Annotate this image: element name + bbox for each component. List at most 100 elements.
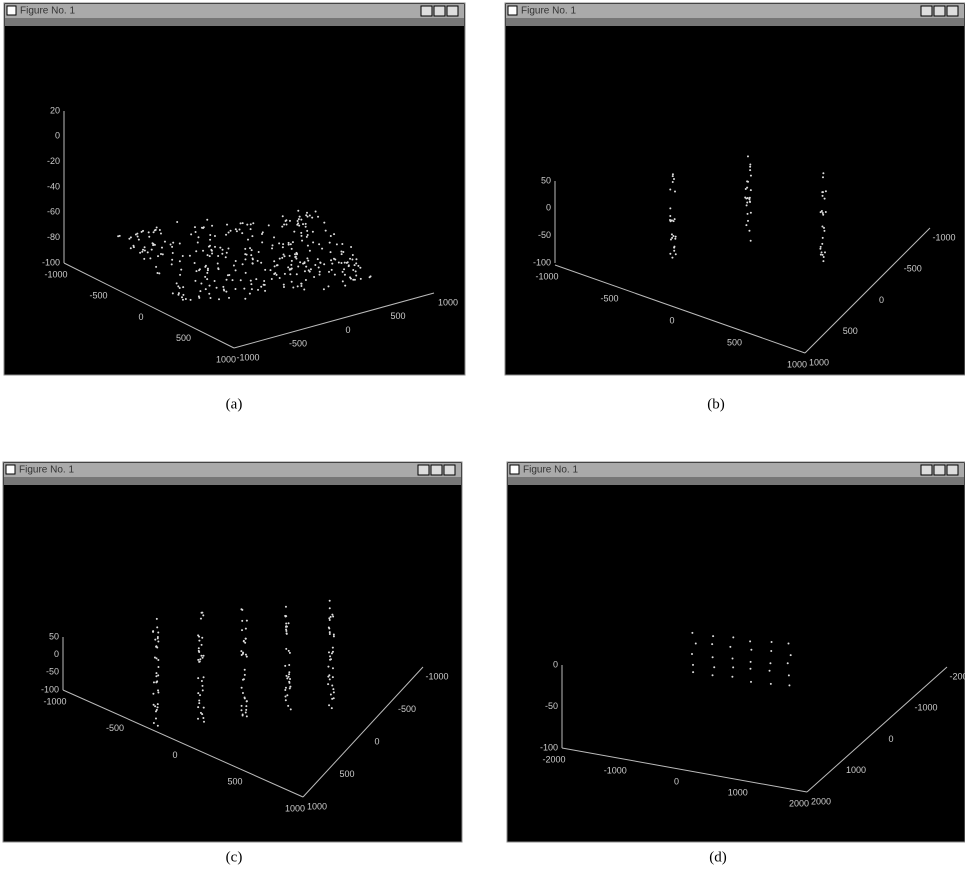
point — [284, 686, 287, 689]
point — [299, 261, 302, 264]
maximize-button[interactable] — [933, 464, 946, 476]
z-tick-label: 50 — [49, 631, 59, 641]
point — [288, 673, 291, 676]
point — [261, 231, 264, 234]
window-title: Figure No. 1 — [20, 6, 75, 17]
point — [176, 221, 179, 224]
point — [228, 296, 231, 299]
point — [290, 280, 293, 283]
point — [309, 268, 312, 271]
point — [318, 273, 321, 276]
point — [180, 268, 183, 271]
point — [671, 256, 674, 259]
close-button[interactable] — [443, 464, 456, 476]
minimize-button[interactable] — [420, 5, 433, 17]
point — [244, 297, 247, 300]
point — [141, 250, 144, 253]
window-title: Figure No. 1 — [19, 465, 74, 476]
point — [711, 674, 714, 677]
point — [132, 246, 135, 249]
maximize-button[interactable] — [433, 5, 446, 17]
point — [328, 617, 331, 620]
minimize-button[interactable] — [417, 464, 430, 476]
point — [201, 611, 204, 614]
point — [330, 652, 333, 655]
point — [731, 657, 734, 660]
point — [198, 660, 201, 663]
point — [197, 634, 200, 637]
x-tick-label: 1000 — [787, 359, 807, 369]
point — [732, 666, 735, 669]
point — [177, 285, 180, 288]
point — [224, 256, 227, 259]
z-tick-label: -20 — [47, 156, 60, 166]
point — [729, 645, 732, 648]
point — [824, 190, 827, 193]
menu-bar — [506, 18, 964, 26]
point — [199, 711, 202, 714]
point — [821, 176, 824, 179]
point — [286, 694, 289, 697]
point — [193, 262, 196, 265]
z-tick-label: -100 — [41, 684, 59, 694]
point — [322, 288, 325, 291]
point — [206, 271, 209, 274]
x-tick-label: -500 — [89, 291, 107, 301]
close-button[interactable] — [446, 5, 459, 17]
point — [328, 607, 331, 610]
y-tick-label: 1000 — [809, 357, 829, 367]
maximize-button[interactable] — [933, 5, 946, 17]
point — [305, 265, 308, 268]
x-tick-label: 0 — [172, 750, 177, 760]
close-button[interactable] — [946, 464, 959, 476]
point — [239, 222, 242, 225]
minimize-button[interactable] — [920, 464, 933, 476]
point — [157, 631, 160, 634]
close-button[interactable] — [946, 5, 959, 17]
point — [243, 287, 246, 290]
point — [821, 242, 824, 245]
point — [222, 285, 225, 288]
point — [331, 650, 334, 653]
x-tick-label: 0 — [674, 776, 679, 786]
point — [244, 271, 247, 274]
x-tick-label: 500 — [227, 777, 242, 787]
point — [288, 663, 291, 666]
point — [202, 654, 205, 657]
point — [171, 251, 174, 254]
point — [202, 249, 205, 252]
point — [243, 668, 246, 671]
point — [129, 236, 132, 239]
point — [329, 615, 332, 618]
point — [290, 259, 293, 262]
point — [302, 223, 305, 226]
point — [303, 261, 306, 264]
point — [152, 692, 155, 695]
point — [240, 686, 243, 689]
z-tick-label: 0 — [553, 659, 558, 669]
point — [198, 650, 201, 653]
point — [118, 234, 121, 237]
z-tick-label: 0 — [54, 649, 59, 659]
point — [157, 691, 160, 694]
point — [789, 654, 792, 657]
point — [155, 657, 158, 660]
minimize-button[interactable] — [920, 5, 933, 17]
point — [206, 218, 209, 221]
point — [355, 258, 358, 261]
point — [749, 174, 752, 177]
point — [329, 655, 332, 658]
point — [822, 213, 825, 216]
point — [261, 232, 264, 235]
figure-window: Figure No. 1 0 -50 -100 -2000 -1000 0 1000 2000 2… — [506, 461, 965, 843]
point — [202, 716, 205, 719]
point — [289, 678, 292, 681]
point — [332, 691, 335, 694]
point — [232, 264, 235, 267]
point — [249, 228, 252, 231]
maximize-button[interactable] — [430, 464, 443, 476]
point — [328, 633, 331, 636]
z-tick-label: -100 — [42, 257, 60, 267]
point — [749, 667, 752, 670]
